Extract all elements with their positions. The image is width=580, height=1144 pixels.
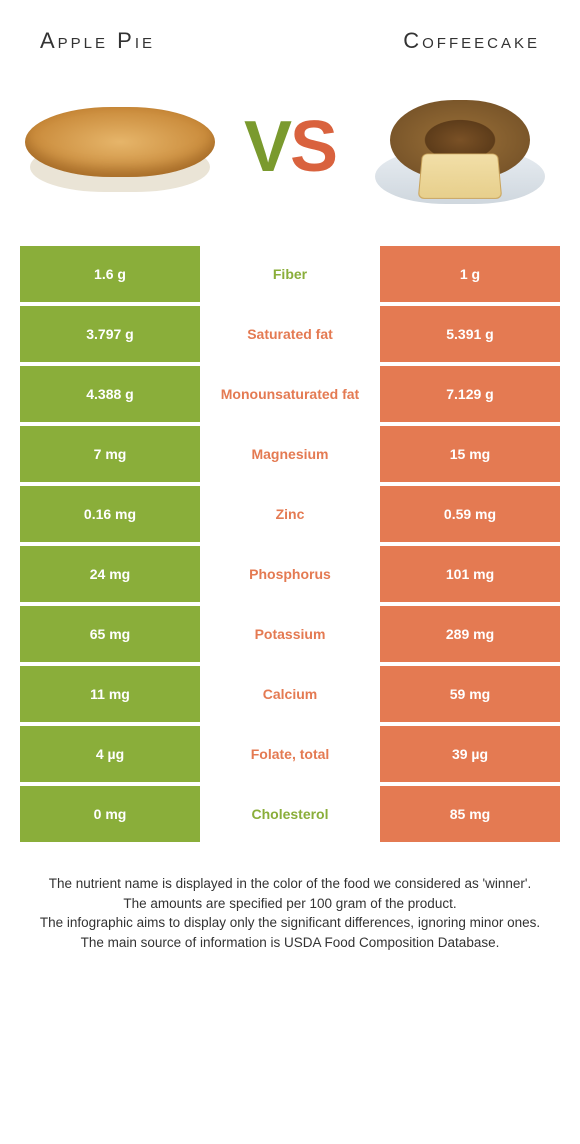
- footnote-line: The main source of information is USDA F…: [24, 933, 556, 953]
- left-value: 3.797 g: [20, 306, 200, 362]
- left-value: 1.6 g: [20, 246, 200, 302]
- vs-s: S: [290, 107, 336, 187]
- title-left: Apple Pie: [40, 28, 155, 54]
- right-value: 5.391 g: [380, 306, 560, 362]
- left-value: 65 mg: [20, 606, 200, 662]
- nutrient-label: Zinc: [200, 486, 380, 542]
- right-value: 289 mg: [380, 606, 560, 662]
- nutrient-table: 1.6 gFiber1 g3.797 gSaturated fat5.391 g…: [20, 246, 560, 842]
- right-value: 15 mg: [380, 426, 560, 482]
- cake-icon: [365, 72, 555, 222]
- hero-row: VS: [0, 62, 580, 246]
- table-row: 65 mgPotassium289 mg: [20, 606, 560, 662]
- right-value: 0.59 mg: [380, 486, 560, 542]
- table-row: 0 mgCholesterol85 mg: [20, 786, 560, 842]
- nutrient-label: Fiber: [200, 246, 380, 302]
- right-value: 1 g: [380, 246, 560, 302]
- header: Apple Pie Coffeecake: [0, 0, 580, 62]
- table-row: 11 mgCalcium59 mg: [20, 666, 560, 722]
- nutrient-label: Phosphorus: [200, 546, 380, 602]
- left-value: 11 mg: [20, 666, 200, 722]
- left-value: 0 mg: [20, 786, 200, 842]
- pie-icon: [25, 92, 215, 202]
- nutrient-label: Calcium: [200, 666, 380, 722]
- right-value: 7.129 g: [380, 366, 560, 422]
- footnote-line: The amounts are specified per 100 gram o…: [24, 894, 556, 914]
- table-row: 4 µgFolate, total39 µg: [20, 726, 560, 782]
- footnote-line: The nutrient name is displayed in the co…: [24, 874, 556, 894]
- table-row: 0.16 mgZinc0.59 mg: [20, 486, 560, 542]
- table-row: 7 mgMagnesium15 mg: [20, 426, 560, 482]
- left-value: 7 mg: [20, 426, 200, 482]
- coffeecake-image: [360, 72, 560, 222]
- right-value: 101 mg: [380, 546, 560, 602]
- title-right: Coffeecake: [403, 28, 540, 54]
- vs-label: VS: [244, 106, 336, 188]
- right-value: 85 mg: [380, 786, 560, 842]
- table-row: 1.6 gFiber1 g: [20, 246, 560, 302]
- nutrient-label: Saturated fat: [200, 306, 380, 362]
- apple-pie-image: [20, 72, 220, 222]
- left-value: 4 µg: [20, 726, 200, 782]
- nutrient-label: Folate, total: [200, 726, 380, 782]
- nutrient-label: Potassium: [200, 606, 380, 662]
- left-value: 24 mg: [20, 546, 200, 602]
- left-value: 0.16 mg: [20, 486, 200, 542]
- right-value: 39 µg: [380, 726, 560, 782]
- footnote-line: The infographic aims to display only the…: [24, 913, 556, 933]
- vs-v: V: [244, 107, 290, 187]
- nutrient-label: Monounsaturated fat: [200, 366, 380, 422]
- table-row: 4.388 gMonounsaturated fat7.129 g: [20, 366, 560, 422]
- footnotes: The nutrient name is displayed in the co…: [0, 846, 580, 992]
- table-row: 24 mgPhosphorus101 mg: [20, 546, 560, 602]
- left-value: 4.388 g: [20, 366, 200, 422]
- table-row: 3.797 gSaturated fat5.391 g: [20, 306, 560, 362]
- right-value: 59 mg: [380, 666, 560, 722]
- nutrient-label: Cholesterol: [200, 786, 380, 842]
- nutrient-label: Magnesium: [200, 426, 380, 482]
